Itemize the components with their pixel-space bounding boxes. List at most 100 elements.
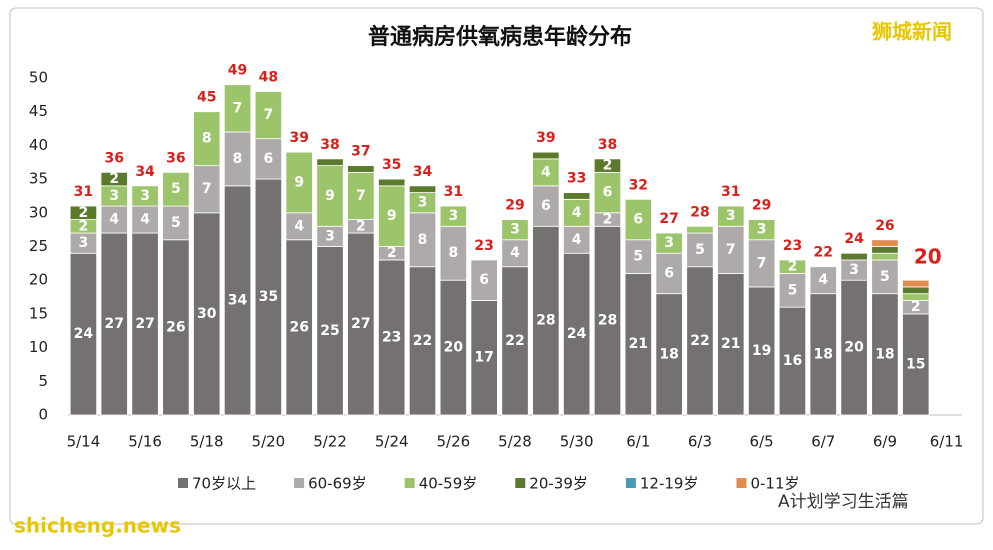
legend-label: 12-19岁 <box>640 475 699 493</box>
bar-segment <box>902 286 930 295</box>
x-tick-label: 5/26 <box>437 433 471 451</box>
bar-segment <box>470 300 498 416</box>
segment-label: 5 <box>171 181 181 197</box>
bar-segment <box>316 158 344 167</box>
bar-segment <box>686 266 714 416</box>
bar-segment <box>69 252 98 416</box>
legend-swatch <box>404 478 415 488</box>
bar-segment <box>902 313 930 416</box>
bar-segment <box>316 246 344 416</box>
segment-label: 27 <box>104 316 123 332</box>
segment-label: 4 <box>572 205 582 221</box>
y-tick-label: 0 <box>38 406 48 424</box>
legend-swatch <box>736 478 747 488</box>
x-tick-label: 5/24 <box>375 433 409 451</box>
segment-label: 4 <box>818 272 828 288</box>
segment-label: 3 <box>510 222 520 238</box>
total-label: 37 <box>351 144 370 160</box>
y-tick-label: 35 <box>29 170 48 188</box>
segment-label: 3 <box>325 228 335 244</box>
bar-segment <box>100 205 128 234</box>
total-label: 31 <box>721 184 740 200</box>
segment-label: 4 <box>140 212 150 228</box>
segment-label: 6 <box>541 198 551 214</box>
segment-label: 6 <box>264 151 274 167</box>
segment-label: 15 <box>906 356 925 372</box>
bar-segment <box>439 225 468 281</box>
bar-segment <box>378 259 406 416</box>
total-label: 23 <box>783 238 802 254</box>
segment-label: 18 <box>814 346 833 362</box>
bar-segment <box>408 185 437 193</box>
segment-label: 8 <box>448 245 458 261</box>
total-label: 28 <box>690 204 709 220</box>
segment-label: 5 <box>880 269 890 285</box>
bar-segment <box>902 293 930 301</box>
bar-segment <box>223 84 252 133</box>
segment-label: 4 <box>510 245 520 261</box>
segment-label: 22 <box>413 333 432 349</box>
bar-segment <box>193 212 221 416</box>
x-tick-label: 6/7 <box>811 433 835 451</box>
segment-label: 2 <box>603 158 613 174</box>
watermark: shicheng.news <box>14 514 181 538</box>
bar-segment <box>285 239 313 416</box>
segment-label: 18 <box>659 346 678 362</box>
total-label: 32 <box>629 177 648 193</box>
bar-segment <box>593 158 622 173</box>
segment-label: 3 <box>109 188 119 204</box>
segment-label: 3 <box>849 262 859 278</box>
bar-segment <box>593 171 622 214</box>
bar-segment <box>717 205 745 227</box>
total-label: 38 <box>320 137 339 153</box>
x-tick-label: 6/11 <box>930 433 964 451</box>
segment-label: 16 <box>783 353 802 369</box>
segment-label: 35 <box>259 289 278 305</box>
segment-label: 22 <box>690 333 709 349</box>
total-label: 45 <box>197 90 216 106</box>
segment-label: 7 <box>356 188 366 204</box>
total-label: 36 <box>166 150 185 166</box>
segment-label: 3 <box>79 235 89 251</box>
bar-segment <box>562 225 591 254</box>
total-label: 24 <box>844 231 864 247</box>
bar-segment <box>193 165 221 214</box>
total-label: 35 <box>382 157 401 173</box>
y-tick-label: 10 <box>29 338 48 356</box>
bar-segment <box>347 171 375 220</box>
segment-label: 20 <box>844 340 864 356</box>
y-tick-label: 30 <box>29 203 48 221</box>
segment-label: 9 <box>387 208 397 224</box>
bar-segment <box>686 232 714 268</box>
bar-segment <box>624 198 652 241</box>
bar-segment <box>809 293 837 416</box>
total-label: 39 <box>536 130 555 146</box>
total-label: 34 <box>413 164 433 180</box>
segment-label: 3 <box>757 222 767 238</box>
total-label: 38 <box>598 137 617 153</box>
legend-label: 20-39岁 <box>529 475 588 493</box>
bar-segment <box>747 239 776 288</box>
segment-label: 7 <box>233 100 243 116</box>
x-tick-label: 6/3 <box>688 433 712 451</box>
bar-segment <box>871 239 899 247</box>
segment-label: 7 <box>726 242 736 258</box>
segment-label: 28 <box>598 313 617 329</box>
segment-label: 27 <box>135 316 154 332</box>
legend-label: 60-69岁 <box>308 475 367 493</box>
segment-label: 19 <box>752 343 771 359</box>
segment-label: 2 <box>79 218 89 234</box>
segment-label: 4 <box>109 212 119 228</box>
segment-label: 9 <box>325 188 335 204</box>
bar-segment <box>655 232 683 254</box>
segment-label: 7 <box>264 107 274 123</box>
y-tick-label: 25 <box>29 237 48 255</box>
legend-label: 0-11岁 <box>750 475 799 493</box>
total-label: 39 <box>289 130 308 146</box>
segment-label: 2 <box>603 212 613 228</box>
bar-segment <box>871 246 899 254</box>
y-tick-label: 20 <box>29 271 48 289</box>
x-tick-label: 5/16 <box>128 433 162 451</box>
bar-segment <box>902 279 930 288</box>
